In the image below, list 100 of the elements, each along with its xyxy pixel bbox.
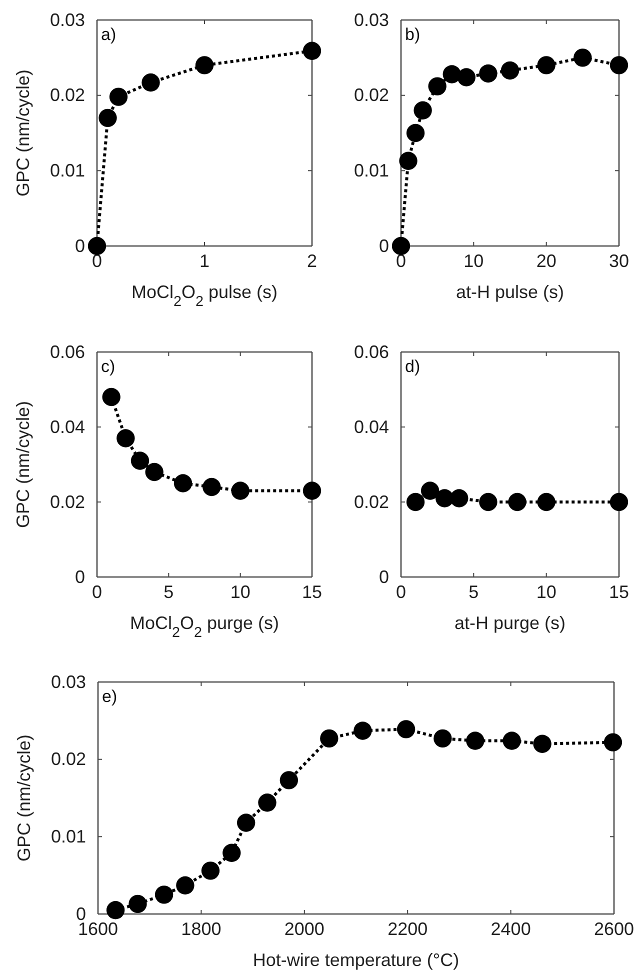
annotation: a) (101, 25, 116, 44)
point (201, 862, 220, 880)
point (174, 474, 192, 492)
point (320, 729, 338, 748)
y-tick-label: 0.03 (354, 10, 389, 30)
x-tick-label: 10 (536, 582, 556, 602)
x-axis-title: MoCl$_{2}$O$_{2}$ purge (s) (130, 613, 280, 641)
point (508, 492, 526, 512)
point (428, 77, 446, 96)
y-tick-label: 0.06 (354, 342, 389, 362)
x-axis-title: at-H purge (s) (454, 613, 566, 633)
point (537, 56, 556, 74)
point (231, 482, 250, 500)
point (442, 65, 461, 84)
x-tick-label: 2 (306, 250, 318, 271)
y-axis-title: GPC (nm/cycle) (14, 734, 34, 862)
point (354, 722, 372, 740)
point (537, 492, 556, 512)
x-tick-label: 0 (92, 582, 102, 602)
point (502, 732, 521, 750)
point (466, 732, 484, 750)
point (128, 894, 147, 914)
y-tick-label: 0.02 (354, 492, 389, 512)
x-tick-label: 2000 (284, 918, 324, 939)
point (450, 489, 468, 508)
y-tick-label: 0.02 (354, 85, 389, 106)
y-tick-label: 0.02 (50, 492, 85, 512)
y-tick-label: 0.01 (354, 160, 389, 180)
point (88, 236, 106, 256)
y-tick-label: 0.01 (50, 160, 85, 180)
point (420, 482, 440, 500)
point (574, 48, 592, 67)
point (130, 452, 150, 470)
point (142, 73, 160, 92)
y-tick-label: 0.03 (50, 672, 86, 692)
point (102, 388, 120, 406)
x-tick-label: 30 (608, 250, 630, 271)
x-tick-label: 0 (92, 250, 102, 271)
x-axis-title: at-H pulse (s) (456, 282, 564, 302)
point (399, 152, 418, 170)
point (392, 236, 410, 256)
x-tick-label: 0 (396, 582, 406, 602)
point (280, 771, 298, 790)
x-tick-label: 10 (464, 250, 484, 271)
point (604, 733, 622, 752)
point (222, 844, 241, 862)
y-tick-label: 0.04 (50, 416, 85, 437)
point (406, 492, 425, 512)
x-tick-label: 5 (164, 582, 174, 602)
point (236, 814, 256, 832)
point (195, 56, 214, 74)
x-tick-label: 2200 (388, 918, 428, 939)
y-axis-title: GPC (nm/cycle) (13, 400, 33, 528)
point (302, 482, 322, 500)
y-tick-label: 0.04 (354, 416, 389, 437)
x-tick-label: 0 (396, 250, 406, 271)
point (434, 729, 452, 748)
x-tick-label: 15 (608, 582, 630, 602)
point (457, 68, 476, 86)
point (533, 734, 552, 753)
y-tick-label: 0 (378, 566, 389, 587)
x-axis-title: Hot-wire temperature (°C) (252, 950, 460, 970)
annotation: d) (405, 357, 420, 376)
point (302, 42, 322, 60)
x-tick-label: 1800 (181, 918, 222, 939)
point (106, 901, 125, 920)
x-tick-label: 10 (230, 582, 250, 602)
x-tick-label: 1 (199, 250, 210, 271)
point (396, 720, 416, 738)
x-tick-label: 5 (468, 582, 479, 602)
y-axis-title: GPC (nm/cycle) (13, 69, 33, 197)
point (116, 429, 135, 448)
point (154, 886, 174, 904)
point (145, 462, 164, 482)
x-axis-title: MoCl$_{2}$O$_{2}$ pulse (s) (131, 282, 278, 310)
point (258, 794, 276, 812)
y-tick-label: 0.06 (50, 342, 85, 362)
annotation: e) (102, 687, 118, 706)
y-tick-label: 0.02 (50, 85, 85, 106)
point (479, 64, 498, 83)
point (500, 61, 520, 80)
x-tick-label: 2600 (594, 918, 634, 939)
y-tick-label: 0.03 (50, 10, 85, 30)
y-tick-label: 0 (74, 236, 85, 256)
x-tick-label: 15 (302, 582, 322, 602)
y-tick-label: 0 (378, 236, 389, 256)
point (610, 492, 628, 512)
point (406, 124, 425, 142)
annotation: b) (405, 25, 420, 44)
y-tick-label: 0 (74, 566, 85, 587)
point (98, 108, 117, 128)
point (479, 492, 498, 512)
point (176, 876, 194, 894)
point (414, 101, 432, 120)
x-tick-label: 2400 (490, 918, 531, 939)
y-tick-label: 0.02 (50, 749, 86, 770)
point (202, 478, 221, 496)
x-tick-label: 20 (536, 250, 556, 271)
point (610, 56, 628, 74)
y-tick-label: 0.01 (50, 826, 86, 846)
